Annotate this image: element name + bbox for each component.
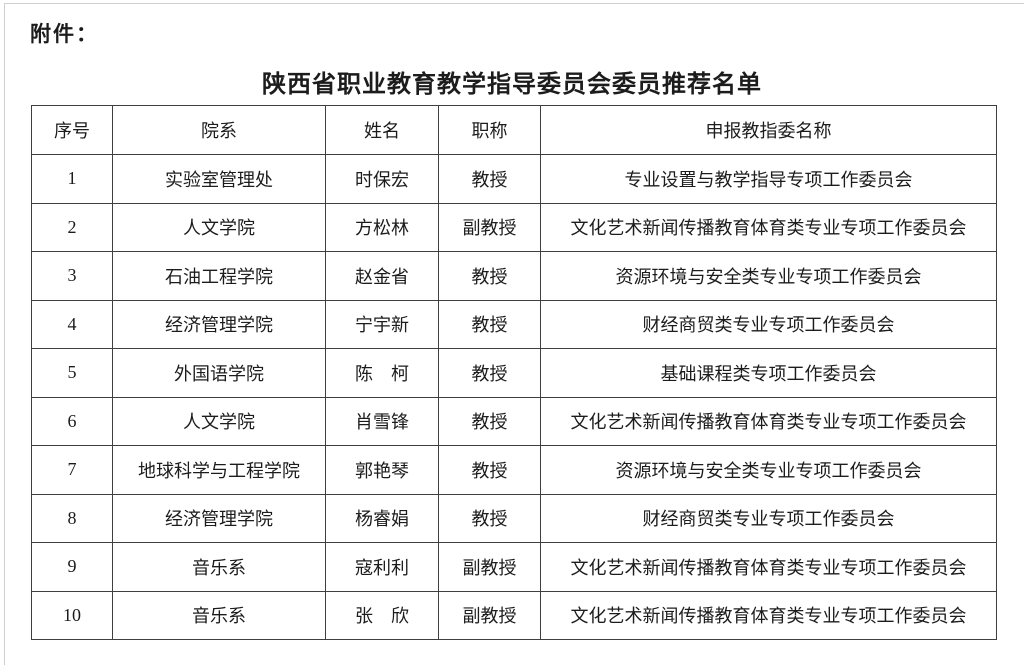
table-header: 序号 院系 姓名 职称 申报教指委名称: [31, 105, 997, 155]
table-row: 1 实验室管理处 时保宏 教授 专业设置与教学指导专项工作委员会: [31, 154, 997, 204]
table-row: 4 经济管理学院 宁宇新 教授 财经商贸类专业专项工作委员会: [31, 299, 997, 349]
table-cell: 4: [31, 299, 113, 349]
table-row: 6 人文学院 肖雪锋 教授 文化艺术新闻传播教育体育类专业专项工作委员会: [31, 396, 997, 446]
header-row: 序号 院系 姓名 职称 申报教指委名称: [31, 105, 997, 155]
table-cell: 教授: [438, 154, 541, 204]
table-body: 1 实验室管理处 时保宏 教授 专业设置与教学指导专项工作委员会 2 人文学院 方松林 副教授文…: [31, 154, 997, 640]
table-cell: 经济管理学院: [112, 299, 326, 349]
header-cell: 姓名: [325, 105, 439, 155]
table-cell: 9: [31, 542, 113, 592]
table-cell: 人文学院: [112, 396, 326, 446]
table-cell: 教授: [438, 445, 541, 495]
table-cell: 寇利利: [325, 542, 439, 592]
table-row: 3 石油工程学院 赵金省 教授 资源环境与安全类专业专项工作委员会: [31, 251, 997, 301]
table-cell: 6: [31, 396, 113, 446]
table-cell: 杨睿娟: [325, 493, 439, 543]
table-cell: 副教授: [438, 590, 541, 640]
table-cell: 音乐系: [112, 542, 326, 592]
table-cell: 人文学院: [112, 202, 326, 252]
table-cell: 文化艺术新闻传播教育体育类专业专项工作委员会: [540, 590, 997, 640]
table-cell: 财经商贸类专业专项工作委员会: [540, 299, 997, 349]
table-cell: 张 欣: [325, 590, 439, 640]
table-cell: 3: [31, 251, 113, 301]
recommendation-table: 序号 院系 姓名 职称 申报教指委名称 1 实验室管理处 时保宏 教授 专业设置与教学指导专项工…: [31, 105, 997, 640]
header-cell: 职称: [438, 105, 541, 155]
page-title: 陕西省职业教育教学指导委员会委员推荐名单: [262, 72, 762, 98]
table-row: 9 音乐系 寇利利 副教授 文化艺术新闻传播教育体育类专业专项工作委员会: [31, 542, 997, 592]
table-cell: 陈 柯: [325, 348, 439, 398]
table-cell: 5: [31, 348, 113, 398]
table-cell: 教授: [438, 299, 541, 349]
header-cell: 院系: [112, 105, 326, 155]
table-cell: 教授: [438, 348, 541, 398]
header-cell: 序号: [31, 105, 113, 155]
table-cell: 教授: [438, 493, 541, 543]
table-cell: 赵金省: [325, 251, 439, 301]
table-cell: 副教授: [438, 542, 541, 592]
table-cell: 7: [31, 445, 113, 495]
table-cell: 专业设置与教学指导专项工作委员会: [540, 154, 997, 204]
table-row: 5 外国语学院陈 柯教授 基础课程类专项工作委员会: [31, 348, 997, 398]
table-row: 2 人文学院 方松林 副教授 文化艺术新闻传播教育体育类专业专项工作委员会: [31, 202, 997, 252]
table-cell: 实验室管理处: [112, 154, 326, 204]
table-cell: 资源环境与安全类专业专项工作委员会: [540, 251, 997, 301]
table-cell: 文化艺术新闻传播教育体育类专业专项工作委员会: [540, 542, 997, 592]
table-cell: 2: [31, 202, 113, 252]
table-cell: 宁宇新: [325, 299, 439, 349]
table-cell: 时保宏: [325, 154, 439, 204]
table-cell: 文化艺术新闻传播教育体育类专业专项工作委员会: [540, 202, 997, 252]
header-cell: 申报教指委名称: [540, 105, 997, 155]
table-cell: 教授: [438, 396, 541, 446]
table-cell: 经济管理学院: [112, 493, 326, 543]
table-cell: 10: [31, 590, 113, 640]
attachment-label: 附件：: [30, 22, 99, 46]
table-cell: 石油工程学院: [112, 251, 326, 301]
table-cell: 财经商贸类专业专项工作委员会: [540, 493, 997, 543]
table-cell: 肖雪锋: [325, 396, 439, 446]
table-row: 10 音乐系张 欣副教授 文化艺术新闻传播教育体育类专业专项工作委员会: [31, 590, 997, 640]
table-cell: 音乐系: [112, 590, 326, 640]
table-cell: 基础课程类专项工作委员会: [540, 348, 997, 398]
table-cell: 教授: [438, 251, 541, 301]
table-cell: 1: [31, 154, 113, 204]
table-cell: 文化艺术新闻传播教育体育类专业专项工作委员会: [540, 396, 997, 446]
table-row: 8 经济管理学院 杨睿娟 教授 财经商贸类专业专项工作委员会: [31, 493, 997, 543]
table-cell: 外国语学院: [112, 348, 326, 398]
table-cell: 8: [31, 493, 113, 543]
table-cell: 郭艳琴: [325, 445, 439, 495]
table-row: 7 地球科学与工程学院 郭艳琴 教授 资源环境与安全类专业专项工作委员会: [31, 445, 997, 495]
table-cell: 副教授: [438, 202, 541, 252]
table-cell: 方松林: [325, 202, 439, 252]
table-cell: 资源环境与安全类专业专项工作委员会: [540, 445, 997, 495]
table-cell: 地球科学与工程学院: [112, 445, 326, 495]
